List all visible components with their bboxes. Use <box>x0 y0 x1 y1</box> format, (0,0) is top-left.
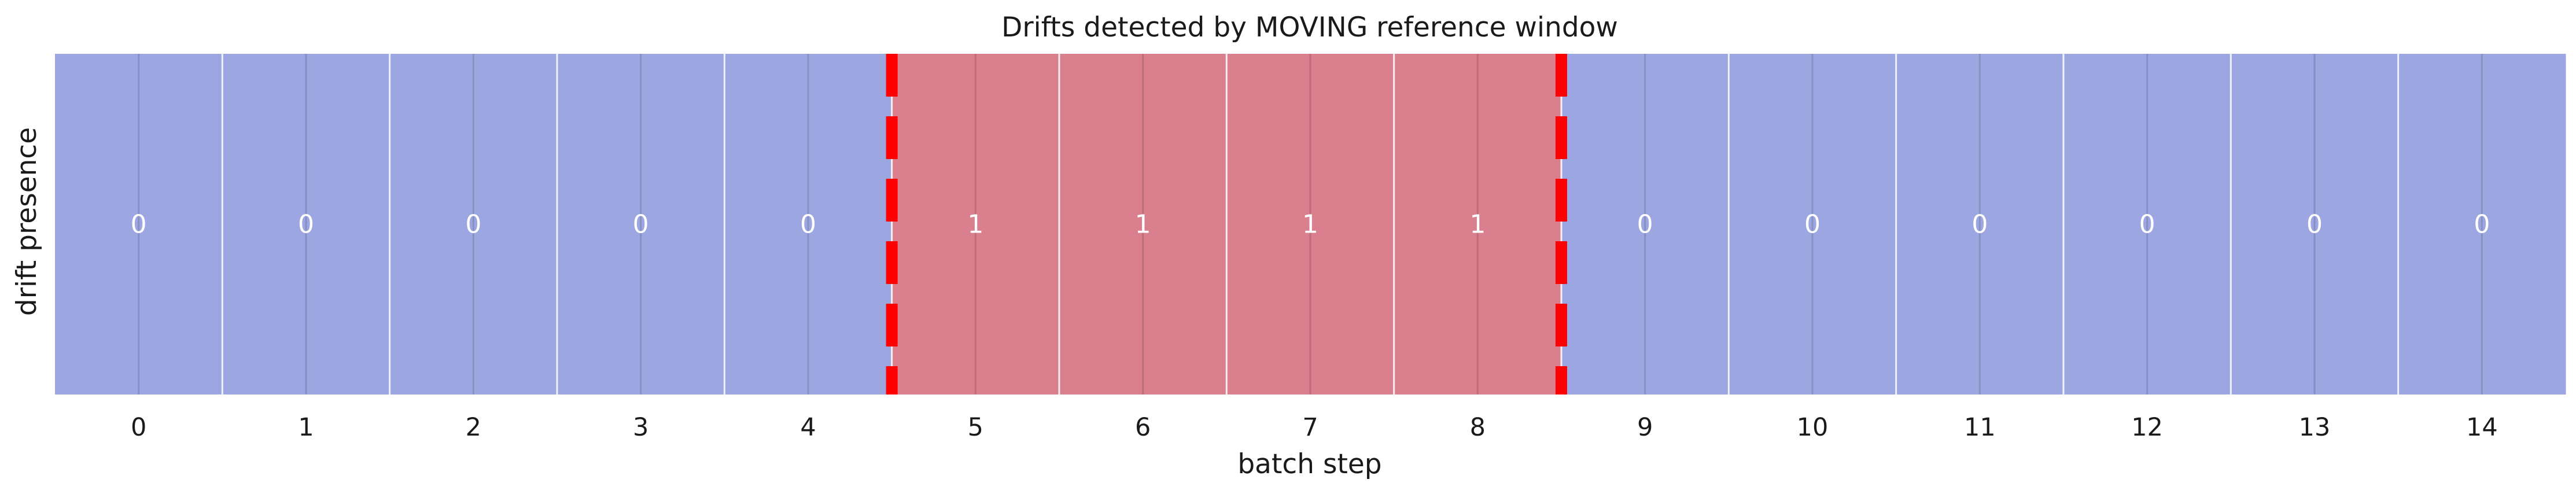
x-tick-label: 12 <box>2131 413 2163 442</box>
x-tick-label: 7 <box>1302 413 1318 442</box>
heatmap-cell <box>222 54 390 395</box>
cell-value-label: 1 <box>1135 210 1151 239</box>
heatmap-cell <box>389 54 558 395</box>
x-tick-label: 3 <box>633 413 648 442</box>
x-tick-label: 9 <box>1637 413 1653 442</box>
x-tick-label: 14 <box>2466 413 2498 442</box>
cell-value-label: 0 <box>633 210 649 239</box>
heatmap-cell <box>1226 54 1395 395</box>
x-tick-label: 2 <box>466 413 481 442</box>
drift-boundary-lines <box>886 54 1567 395</box>
x-tick-label: 13 <box>2299 413 2331 442</box>
heatmap-cell <box>724 54 893 395</box>
x-tick-label: 0 <box>131 413 146 442</box>
cell-value-label: 0 <box>1637 210 1653 239</box>
heatmap-cell <box>1729 54 1897 395</box>
heatmap-cell <box>55 54 223 395</box>
x-tick-label: 11 <box>1964 413 1996 442</box>
x-tick-label: 1 <box>298 413 314 442</box>
cell-value-label: 1 <box>1469 210 1486 239</box>
heatmap-cell <box>2231 54 2399 395</box>
x-axis-label: batch step <box>1237 448 1381 480</box>
chart-title: Drifts detected by MOVING reference wind… <box>1001 12 1618 43</box>
cell-value-label: 0 <box>1804 210 1820 239</box>
cell-value-label: 0 <box>800 210 816 239</box>
heatmap-cell <box>557 54 725 395</box>
y-axis-label: drift presence <box>11 127 43 316</box>
cell-value-label: 0 <box>1971 210 1988 239</box>
cell-value-label: 0 <box>465 210 481 239</box>
cell-dividers <box>221 54 2400 395</box>
x-tick-label: 6 <box>1135 413 1151 442</box>
heatmap-cell <box>1059 54 1227 395</box>
heatmap-cells <box>55 54 2566 395</box>
cell-value-label: 0 <box>131 210 147 239</box>
cell-centerlines <box>138 54 2483 395</box>
cell-value-label: 0 <box>2139 210 2155 239</box>
heatmap-cell <box>1394 54 1562 395</box>
x-tick-label: 5 <box>968 413 983 442</box>
cell-value-label: 0 <box>2474 210 2490 239</box>
x-tick-label: 10 <box>1797 413 1829 442</box>
heatmap-cell <box>2063 54 2231 395</box>
heatmap-cell <box>891 54 1060 395</box>
heatmap-cell <box>2398 54 2566 395</box>
x-tick-label: 8 <box>1470 413 1486 442</box>
cell-value-labels: 0 0 0 0 0 1 1 1 1 0 0 0 0 0 0 <box>131 210 2490 239</box>
cell-value-label: 0 <box>2306 210 2323 239</box>
x-tick-label: 4 <box>800 413 816 442</box>
cell-value-label: 1 <box>967 210 983 239</box>
cell-value-label: 0 <box>298 210 314 239</box>
x-tick-labels: 0 1 2 3 4 5 6 7 8 9 10 11 12 13 14 <box>131 413 2498 442</box>
heatmap-cell <box>1561 54 1729 395</box>
heatmap-cell <box>1896 54 2064 395</box>
cell-value-label: 1 <box>1302 210 1318 239</box>
